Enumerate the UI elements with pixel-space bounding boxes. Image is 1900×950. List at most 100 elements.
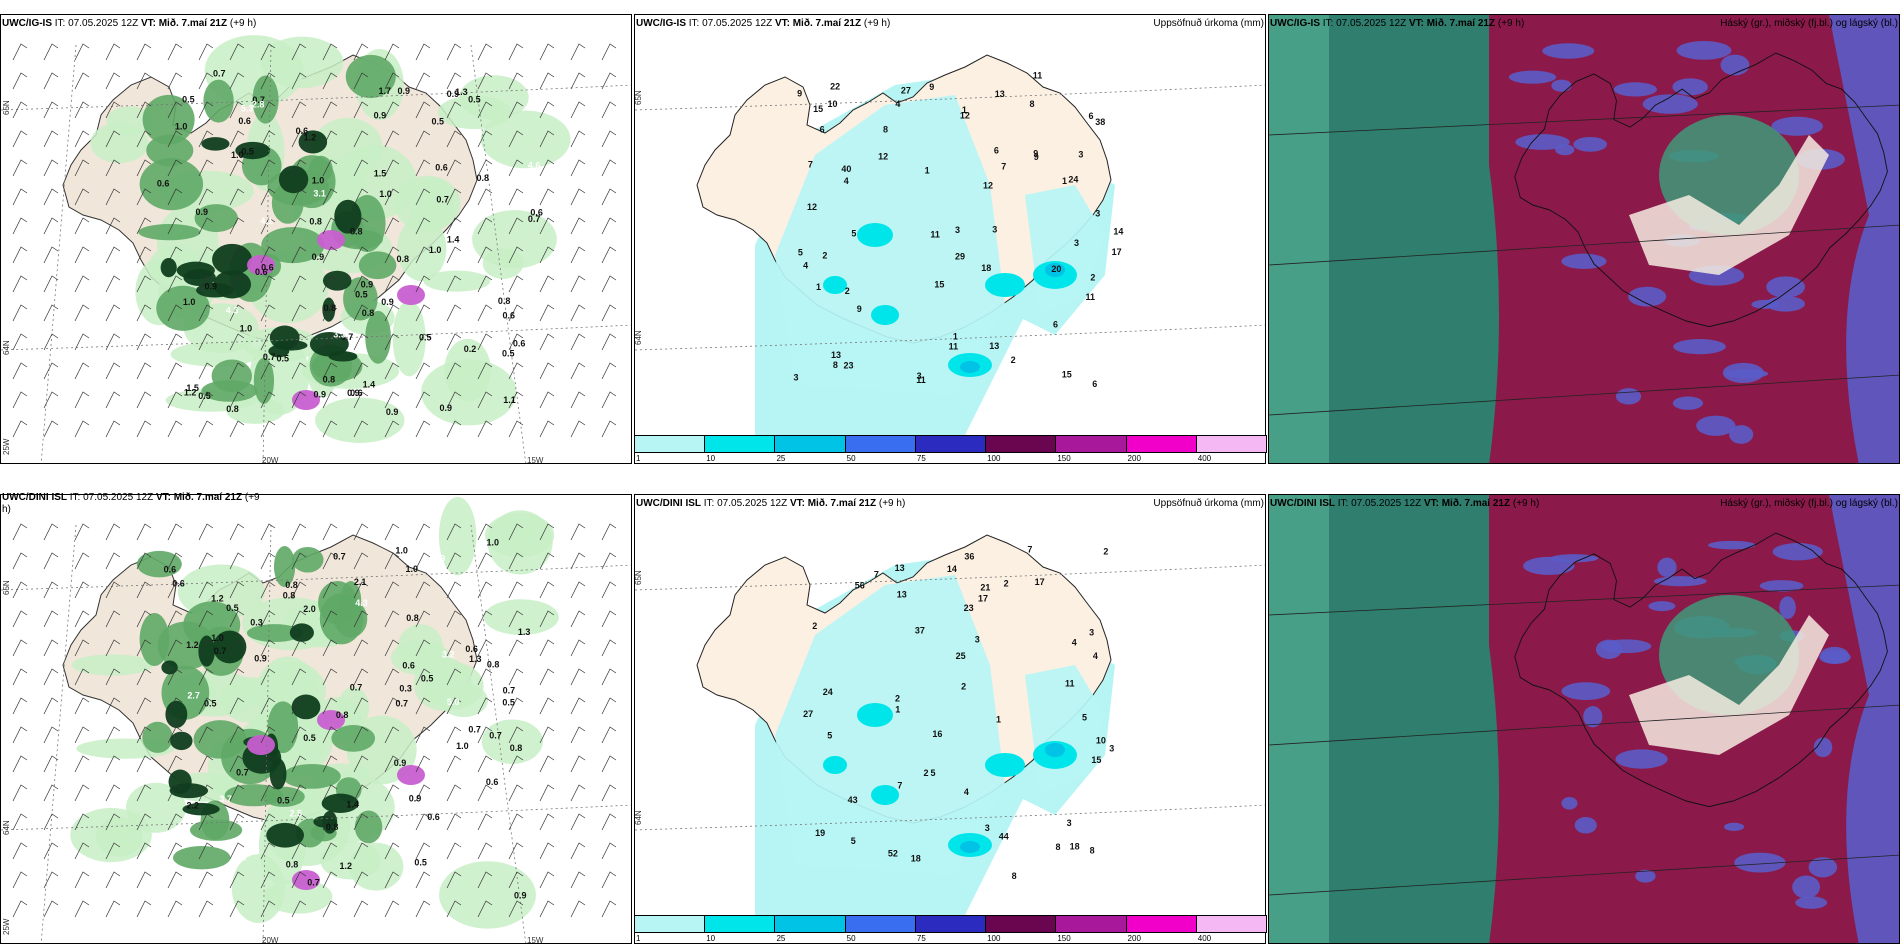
precip-value-label: 0.3 (399, 683, 412, 693)
wind-barb (477, 420, 493, 438)
precip-moderate (142, 721, 173, 753)
wind-barb (229, 101, 245, 119)
valid-time-label: VT: (1408, 18, 1424, 29)
precip-value-label: 5.3 (241, 103, 254, 113)
precip-heavy (165, 700, 188, 729)
valid-time-label: VT: (789, 498, 805, 509)
init-time: IT: 07.05.2025 12Z (67, 492, 156, 503)
wind-barb (12, 784, 28, 802)
acc-value-label: 13 (897, 589, 907, 599)
lon-line-25w (40, 524, 77, 943)
acc-value-label: 11 (1065, 678, 1075, 688)
colorbar-swatch (704, 435, 776, 453)
field-title: Uppsöfnuð úrkoma (mm) (1153, 18, 1264, 29)
wind-barb (198, 726, 214, 744)
wind-barb (384, 217, 400, 235)
wind-barb (43, 275, 59, 293)
wind-barb (12, 217, 28, 235)
precip-value-label: 1.2 (186, 640, 199, 650)
precip-value-label: 7.9 (433, 553, 446, 563)
acc-value-label: 7 (1001, 162, 1006, 172)
acc-value-label: 13 (989, 341, 999, 351)
precip-moderate (354, 810, 383, 844)
wind-barb (601, 72, 617, 90)
wind-barb (508, 900, 524, 918)
wind-barb (477, 72, 493, 90)
acc-value-label: 12 (960, 111, 970, 121)
acc-value-label: 23 (964, 603, 974, 613)
acc-value-label: 8 (883, 124, 888, 134)
precip-value-label: 1.0 (429, 245, 442, 255)
wind-barb (415, 900, 431, 918)
precip-light (438, 496, 477, 576)
wind-barb (446, 304, 462, 322)
lon-line-20w (262, 524, 272, 943)
precip-heavy (274, 340, 308, 351)
wind-barb (508, 188, 524, 206)
precip-extreme (247, 255, 275, 275)
acc-value-label: 7 (874, 569, 879, 579)
init-time: IT: 07.05.2025 12Z (686, 18, 775, 29)
wind-barb (229, 900, 245, 918)
wind-barb (229, 523, 245, 541)
low-cloud-patch (1722, 362, 1764, 383)
acc-value-label: 2 (1103, 546, 1108, 556)
acc-high (1045, 743, 1065, 757)
wind-barb (12, 420, 28, 438)
wind-barb (322, 581, 338, 599)
acc-value-label: 11 (949, 341, 959, 351)
wind-barb (74, 72, 90, 90)
wind-barb (198, 43, 214, 61)
wind-barb (415, 130, 431, 148)
valid-time: Mið. 7.maí 21Z (1423, 18, 1496, 29)
precip-heavy (160, 258, 177, 278)
colorbar-tick: 150 (1057, 934, 1071, 943)
wind-barb (167, 72, 183, 90)
cloud-cover-map (1269, 15, 1899, 463)
colorbar-swatch (704, 915, 776, 933)
wind-barb (601, 246, 617, 264)
grid-line (1269, 854, 1899, 896)
wind-barb (136, 813, 152, 831)
precip-light (263, 879, 333, 914)
wind-barb (12, 900, 28, 918)
wind-barb (105, 697, 121, 715)
lead-time: (+9 h) (876, 498, 906, 509)
wind-barb (477, 217, 493, 235)
wind-barb (43, 813, 59, 831)
wind-barb (322, 726, 338, 744)
init-time: IT: 07.05.2025 12Z (52, 18, 141, 29)
wind-barb (167, 130, 183, 148)
iceland-outline (1514, 52, 1888, 328)
precip-value-label: 1.0 (231, 150, 244, 160)
precip-value-label: 1.5 (374, 169, 387, 179)
wind-barb (477, 101, 493, 119)
wind-barb (43, 871, 59, 889)
wind-barb (384, 333, 400, 351)
wind-barb (508, 333, 524, 351)
precip-moderate (273, 546, 296, 588)
wind-barb (198, 304, 214, 322)
colorbar-tick: 50 (846, 934, 856, 943)
precip-moderate (189, 819, 243, 841)
wind-barb (508, 101, 524, 119)
grid-line (1269, 104, 1899, 136)
precip-value-label: 0.7 (214, 646, 227, 656)
precip-value-label: 1.0 (312, 175, 325, 185)
wind-barb (384, 101, 400, 119)
wind-barb (508, 610, 524, 628)
precip-value-label: 0.7 (263, 352, 276, 362)
precip-value-label: 2.1 (354, 577, 367, 587)
acc-value-label: 1 (962, 105, 967, 115)
model-name: UWC/IG-IS (2, 18, 52, 29)
acc-value-label: 3 (917, 371, 922, 381)
wind-barb (446, 668, 462, 686)
wind-barb (167, 581, 183, 599)
wind-barb (539, 552, 555, 570)
wind-barb (167, 188, 183, 206)
wind-barb (539, 304, 555, 322)
wind-barb (229, 552, 245, 570)
wind-barb (260, 275, 276, 293)
acc-value-label: 16 (932, 729, 942, 739)
